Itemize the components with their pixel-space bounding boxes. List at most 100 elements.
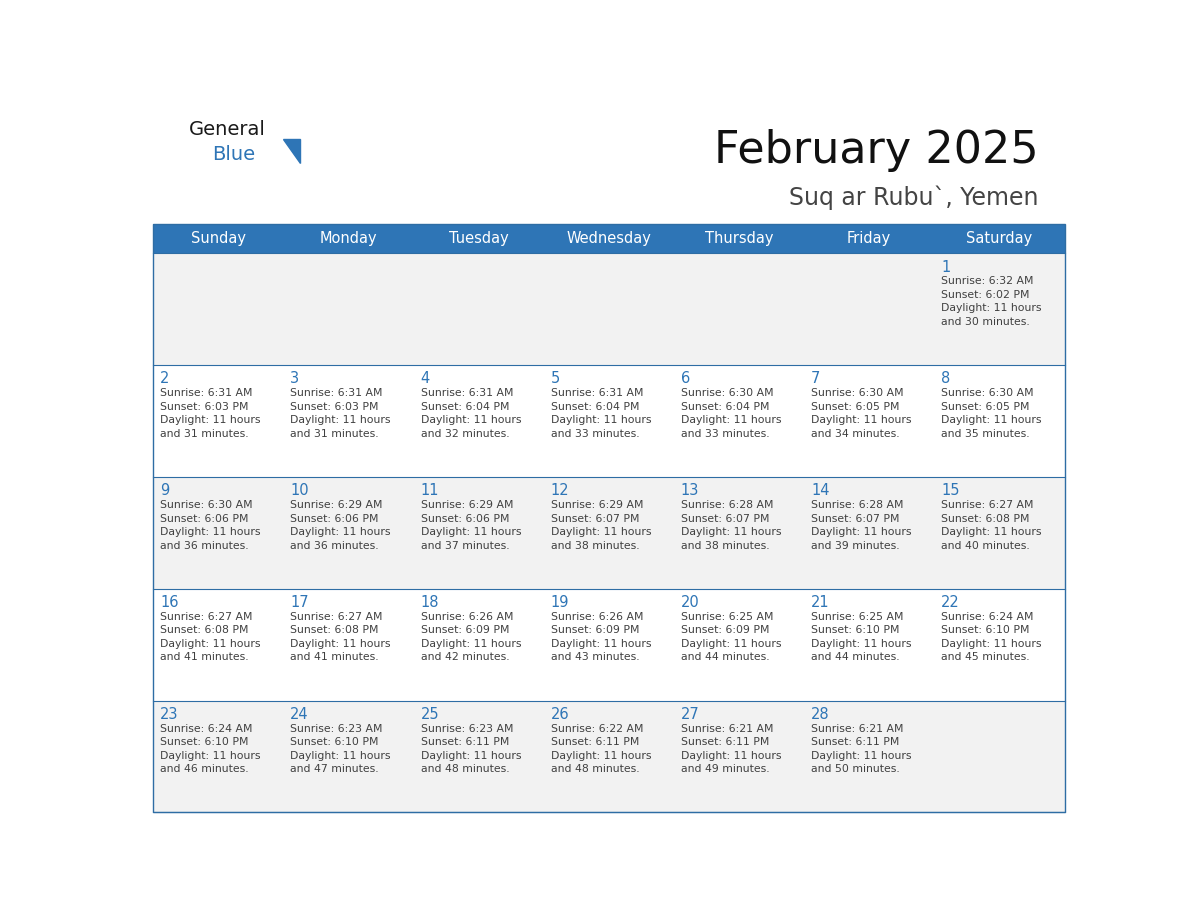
Text: and 33 minutes.: and 33 minutes. (681, 429, 770, 439)
Text: Sunrise: 6:31 AM: Sunrise: 6:31 AM (421, 388, 513, 398)
Text: Sunset: 6:04 PM: Sunset: 6:04 PM (421, 402, 508, 412)
Text: Daylight: 11 hours: Daylight: 11 hours (811, 415, 911, 425)
Text: Sunrise: 6:25 AM: Sunrise: 6:25 AM (681, 612, 773, 621)
Text: Sunrise: 6:23 AM: Sunrise: 6:23 AM (290, 723, 383, 733)
Text: Sunday: Sunday (191, 231, 246, 246)
Text: Blue: Blue (211, 145, 255, 164)
Text: Sunset: 6:10 PM: Sunset: 6:10 PM (160, 737, 248, 747)
Text: Daylight: 11 hours: Daylight: 11 hours (681, 415, 782, 425)
Text: Sunset: 6:09 PM: Sunset: 6:09 PM (421, 625, 508, 635)
Text: Sunrise: 6:30 AM: Sunrise: 6:30 AM (941, 388, 1034, 398)
Text: Daylight: 11 hours: Daylight: 11 hours (160, 639, 260, 649)
Text: and 50 minutes.: and 50 minutes. (811, 764, 899, 774)
Text: Daylight: 11 hours: Daylight: 11 hours (681, 639, 782, 649)
Text: Sunset: 6:07 PM: Sunset: 6:07 PM (551, 513, 639, 523)
Text: 24: 24 (290, 707, 309, 722)
Text: Sunset: 6:06 PM: Sunset: 6:06 PM (160, 513, 248, 523)
Text: and 38 minutes.: and 38 minutes. (551, 541, 639, 551)
Text: Daylight: 11 hours: Daylight: 11 hours (421, 415, 522, 425)
Text: Sunrise: 6:31 AM: Sunrise: 6:31 AM (160, 388, 253, 398)
Text: Daylight: 11 hours: Daylight: 11 hours (551, 415, 651, 425)
Text: Sunrise: 6:28 AM: Sunrise: 6:28 AM (811, 500, 904, 510)
Text: Sunset: 6:06 PM: Sunset: 6:06 PM (290, 513, 379, 523)
Text: and 31 minutes.: and 31 minutes. (290, 429, 379, 439)
Text: and 35 minutes.: and 35 minutes. (941, 429, 1030, 439)
Text: and 32 minutes.: and 32 minutes. (421, 429, 510, 439)
Text: Daylight: 11 hours: Daylight: 11 hours (811, 639, 911, 649)
Bar (153, 253, 1064, 365)
Text: Suq ar Rubu`, Yemen: Suq ar Rubu`, Yemen (789, 185, 1038, 210)
Text: and 37 minutes.: and 37 minutes. (421, 541, 510, 551)
Text: Sunset: 6:11 PM: Sunset: 6:11 PM (551, 737, 639, 747)
Text: and 43 minutes.: and 43 minutes. (551, 653, 639, 662)
Text: Daylight: 11 hours: Daylight: 11 hours (811, 527, 911, 537)
Text: Sunset: 6:09 PM: Sunset: 6:09 PM (681, 625, 770, 635)
Text: 4: 4 (421, 372, 430, 386)
Text: Sunrise: 6:26 AM: Sunrise: 6:26 AM (551, 612, 643, 621)
Text: Daylight: 11 hours: Daylight: 11 hours (290, 527, 391, 537)
Text: and 41 minutes.: and 41 minutes. (290, 653, 379, 662)
Text: and 38 minutes.: and 38 minutes. (681, 541, 770, 551)
Text: Sunset: 6:07 PM: Sunset: 6:07 PM (811, 513, 899, 523)
Text: and 49 minutes.: and 49 minutes. (681, 764, 770, 774)
Text: Sunset: 6:08 PM: Sunset: 6:08 PM (160, 625, 248, 635)
Text: Sunrise: 6:21 AM: Sunrise: 6:21 AM (681, 723, 773, 733)
Text: 2: 2 (160, 372, 170, 386)
Text: Sunset: 6:05 PM: Sunset: 6:05 PM (811, 402, 899, 412)
Text: Sunrise: 6:27 AM: Sunrise: 6:27 AM (290, 612, 383, 621)
Text: Sunset: 6:03 PM: Sunset: 6:03 PM (160, 402, 248, 412)
Text: and 39 minutes.: and 39 minutes. (811, 541, 899, 551)
Text: Sunrise: 6:29 AM: Sunrise: 6:29 AM (551, 500, 643, 510)
Text: Sunset: 6:03 PM: Sunset: 6:03 PM (290, 402, 379, 412)
Text: Daylight: 11 hours: Daylight: 11 hours (941, 415, 1042, 425)
Text: and 48 minutes.: and 48 minutes. (551, 764, 639, 774)
Text: and 46 minutes.: and 46 minutes. (160, 764, 248, 774)
Text: Sunset: 6:06 PM: Sunset: 6:06 PM (421, 513, 508, 523)
Text: and 41 minutes.: and 41 minutes. (160, 653, 248, 662)
Text: Daylight: 11 hours: Daylight: 11 hours (290, 639, 391, 649)
Bar (153, 477, 1064, 588)
Text: Sunset: 6:10 PM: Sunset: 6:10 PM (941, 625, 1030, 635)
Text: Sunrise: 6:30 AM: Sunrise: 6:30 AM (160, 500, 253, 510)
Text: 20: 20 (681, 595, 700, 610)
Text: Sunset: 6:05 PM: Sunset: 6:05 PM (941, 402, 1030, 412)
Text: Sunrise: 6:25 AM: Sunrise: 6:25 AM (811, 612, 904, 621)
Text: Sunrise: 6:22 AM: Sunrise: 6:22 AM (551, 723, 643, 733)
Bar (153, 224, 1064, 253)
Text: and 34 minutes.: and 34 minutes. (811, 429, 899, 439)
Text: 7: 7 (811, 372, 821, 386)
Text: 27: 27 (681, 707, 700, 722)
Text: Sunset: 6:11 PM: Sunset: 6:11 PM (681, 737, 770, 747)
Text: Daylight: 11 hours: Daylight: 11 hours (160, 415, 260, 425)
Text: Sunset: 6:10 PM: Sunset: 6:10 PM (811, 625, 899, 635)
Text: Sunrise: 6:24 AM: Sunrise: 6:24 AM (941, 612, 1034, 621)
Text: Sunset: 6:10 PM: Sunset: 6:10 PM (290, 737, 379, 747)
Text: Sunrise: 6:31 AM: Sunrise: 6:31 AM (290, 388, 383, 398)
Text: Thursday: Thursday (704, 231, 773, 246)
Text: Daylight: 11 hours: Daylight: 11 hours (421, 527, 522, 537)
Text: Daylight: 11 hours: Daylight: 11 hours (290, 751, 391, 761)
Text: 25: 25 (421, 707, 440, 722)
Text: Sunset: 6:11 PM: Sunset: 6:11 PM (421, 737, 508, 747)
Text: and 47 minutes.: and 47 minutes. (290, 764, 379, 774)
Text: and 42 minutes.: and 42 minutes. (421, 653, 510, 662)
Text: Daylight: 11 hours: Daylight: 11 hours (941, 639, 1042, 649)
Bar (153, 588, 1064, 700)
Text: Sunrise: 6:26 AM: Sunrise: 6:26 AM (421, 612, 513, 621)
Text: 21: 21 (811, 595, 829, 610)
Text: Sunrise: 6:29 AM: Sunrise: 6:29 AM (290, 500, 383, 510)
Text: and 33 minutes.: and 33 minutes. (551, 429, 639, 439)
Text: and 31 minutes.: and 31 minutes. (160, 429, 248, 439)
Text: February 2025: February 2025 (714, 129, 1038, 173)
Text: 5: 5 (551, 372, 560, 386)
Text: Sunset: 6:09 PM: Sunset: 6:09 PM (551, 625, 639, 635)
Text: Sunrise: 6:31 AM: Sunrise: 6:31 AM (551, 388, 643, 398)
Text: Daylight: 11 hours: Daylight: 11 hours (551, 751, 651, 761)
Text: 14: 14 (811, 483, 829, 498)
Text: and 44 minutes.: and 44 minutes. (681, 653, 770, 662)
Text: 9: 9 (160, 483, 170, 498)
Text: Daylight: 11 hours: Daylight: 11 hours (811, 751, 911, 761)
Text: Sunrise: 6:23 AM: Sunrise: 6:23 AM (421, 723, 513, 733)
Bar (153, 224, 1064, 812)
Text: Daylight: 11 hours: Daylight: 11 hours (290, 415, 391, 425)
